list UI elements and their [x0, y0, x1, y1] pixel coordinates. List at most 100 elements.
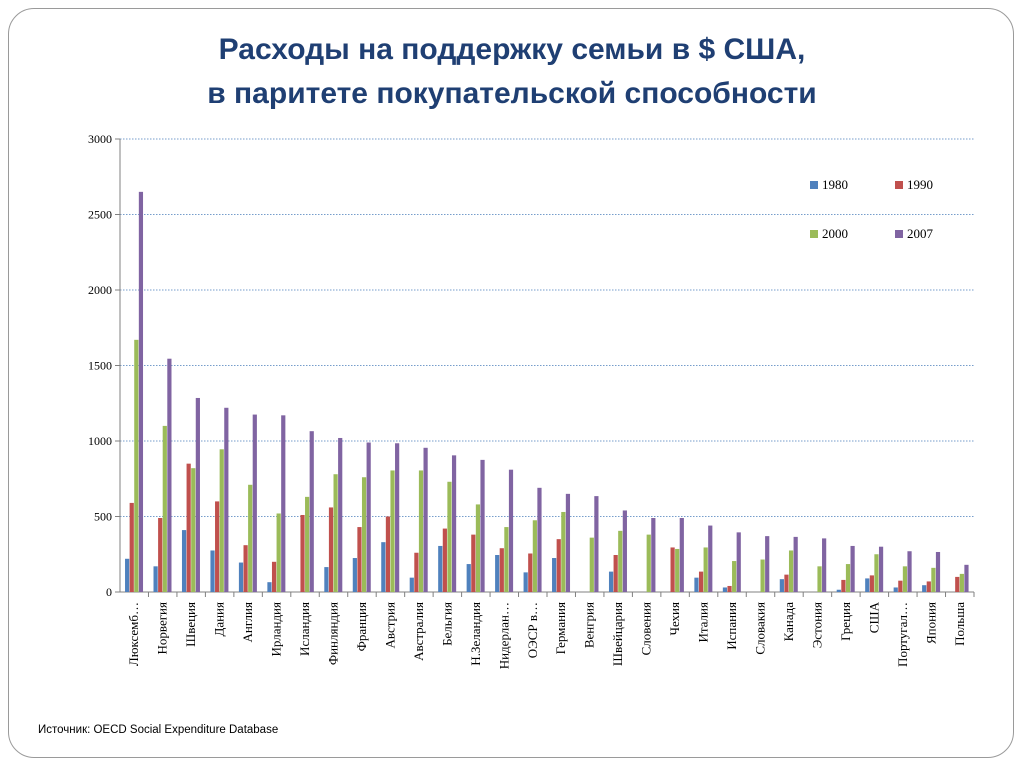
category-label: Словения: [639, 602, 654, 655]
bar-1990: [357, 527, 362, 592]
bar-2007: [565, 493, 571, 592]
legend-label: 1990: [907, 177, 933, 192]
bar-2000: [418, 470, 424, 592]
bar-1980: [381, 542, 386, 592]
y-tick-label: 1500: [88, 359, 112, 373]
bar-2000: [902, 566, 908, 592]
category-label: Чехия: [667, 602, 682, 636]
y-tick-label: 2000: [88, 283, 112, 297]
category-label: Швеция: [183, 602, 198, 647]
bar-2000: [162, 425, 167, 592]
bar-2007: [451, 455, 457, 592]
category-label: Ирландия: [269, 602, 284, 657]
bar-2007: [708, 525, 713, 592]
category-label: Эстония: [809, 602, 824, 648]
bar-1990: [613, 555, 618, 592]
title-line-2: в паритете покупательской способности: [207, 77, 817, 110]
category-label: Люксемб…: [126, 602, 141, 666]
bar-2000: [788, 550, 794, 592]
category-label: Германия: [553, 602, 568, 654]
bar-1990: [955, 576, 960, 592]
bar-2007: [907, 551, 912, 592]
bar-2000: [703, 547, 708, 592]
bar-1990: [243, 545, 248, 592]
bar-2000: [618, 530, 623, 592]
legend-swatch-2000: [810, 230, 818, 238]
y-tick-label: 2500: [88, 208, 112, 222]
bar-1980: [495, 555, 500, 592]
bar-2000: [959, 573, 964, 592]
category-label: Нидерлан…: [496, 602, 511, 669]
bar-1980: [893, 587, 898, 592]
category-label: Польша: [952, 602, 967, 646]
category-label: ОЭСР в…: [525, 602, 540, 658]
slide-frame: [8, 8, 1014, 758]
category-label: Франция: [354, 602, 369, 651]
bar-1980: [466, 564, 471, 592]
category-label: Н.Зеландия: [468, 602, 483, 666]
bar-2007: [281, 415, 286, 592]
category-label: Испания: [724, 602, 739, 650]
legend-label: 2007: [907, 226, 934, 241]
category-label: Бельгия: [439, 602, 454, 646]
bar-1980: [153, 566, 158, 592]
bar-2000: [874, 554, 879, 592]
bar-1990: [869, 575, 874, 592]
category-label: Дания: [212, 602, 227, 637]
chart-title: Расходы на поддержку семьи в $ США, в па…: [0, 28, 1024, 116]
bar-2007: [935, 551, 941, 592]
bar-2000: [817, 566, 822, 592]
bar-2007: [793, 536, 798, 592]
bar-2007: [395, 443, 400, 592]
bar-2000: [589, 537, 594, 592]
bar-2007: [537, 487, 542, 592]
bar-1980: [865, 578, 870, 592]
bar-1990: [158, 518, 163, 592]
bar-1990: [300, 514, 305, 592]
category-label: Австралия: [411, 602, 426, 661]
bar-1990: [898, 580, 903, 592]
bar-1990: [129, 502, 134, 592]
category-label: Япония: [923, 602, 938, 644]
bar-1980: [409, 577, 414, 592]
bar-2000: [191, 468, 196, 592]
category-label: Италия: [696, 602, 711, 643]
bar-2000: [931, 567, 936, 592]
category-label: Австрия: [382, 602, 397, 649]
category-label: Канада: [781, 602, 796, 642]
y-tick-label: 500: [94, 510, 112, 524]
bar-1980: [608, 571, 614, 592]
bar-2000: [361, 477, 367, 592]
bar-1990: [414, 552, 419, 592]
bar-2000: [760, 559, 765, 592]
bar-1980: [324, 567, 329, 592]
bar-2007: [765, 536, 770, 592]
bar-1990: [215, 501, 220, 592]
legend-swatch-2007: [895, 230, 903, 238]
bar-1980: [922, 585, 927, 592]
category-label: Швейцария: [610, 602, 625, 666]
bar-1980: [210, 550, 215, 592]
bar-1990: [186, 463, 191, 592]
y-tick-label: 3000: [88, 132, 112, 146]
bar-2007: [252, 414, 257, 592]
bar-2007: [480, 459, 485, 592]
bar-1980: [779, 579, 784, 592]
legend-label: 2000: [822, 226, 848, 241]
bar-1990: [784, 574, 789, 592]
bar-2000: [532, 520, 537, 592]
bar-1980: [267, 582, 272, 592]
legend-label: 1980: [822, 177, 848, 192]
bar-2007: [850, 545, 855, 592]
bar-2007: [508, 469, 514, 592]
category-label: Исландия: [297, 602, 312, 656]
category-label: Финляндия: [326, 602, 341, 665]
bar-2007: [878, 546, 884, 592]
bar-2007: [594, 496, 599, 592]
bar-1980: [181, 530, 187, 592]
bar-2000: [390, 470, 395, 592]
bar-1990: [528, 553, 533, 592]
bar-1990: [471, 534, 476, 592]
bar-1990: [698, 571, 704, 592]
